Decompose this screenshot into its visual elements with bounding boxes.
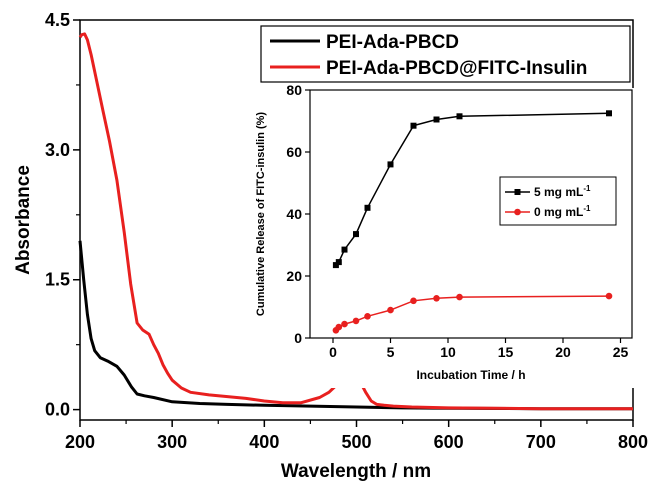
inset-legend-label-0mg: 0 mg mL-1 <box>534 204 591 219</box>
inset-line-5-mg-ml <box>335 112 610 266</box>
inset-point <box>335 259 342 266</box>
inset-point <box>433 295 440 302</box>
inset-legend-marker-0mg <box>514 208 521 216</box>
main-x-tick-label: 600 <box>434 432 464 452</box>
main-y-tick-label: 4.5 <box>45 10 70 30</box>
main-x-tick-label: 500 <box>341 432 371 452</box>
inset-y-tick-label: 80 <box>286 82 302 98</box>
inset-legend-label-5mg: 5 mg mL-1 <box>534 184 591 199</box>
inset-x-tick-label: 25 <box>613 344 629 360</box>
main-series-lines <box>78 32 633 411</box>
inset-point <box>341 246 348 253</box>
inset-x-tick-label: 15 <box>498 344 514 360</box>
inset-y-tick-label: 60 <box>286 144 302 160</box>
main-legend-frame <box>260 25 631 83</box>
main-x-tick-label: 400 <box>249 432 279 452</box>
main-x-tick-label: 200 <box>65 432 95 452</box>
inset-point <box>410 122 417 129</box>
inset-point <box>341 320 348 328</box>
main-x-tick-label: 300 <box>157 432 187 452</box>
inset-legend: 5 mg mL-1 0 mg mL-1 <box>499 176 617 226</box>
inset-x-tick-label: 20 <box>555 344 571 360</box>
inset-point <box>335 323 343 331</box>
legend-label-pei-ada-pbcd: PEI-Ada-PBCD <box>326 32 459 53</box>
main-x-axis-title: Wavelength / nm <box>281 461 431 482</box>
inset-series <box>332 110 613 334</box>
series-line-pei-ada-pbcd-fitc-insulin <box>78 32 633 411</box>
main-legend: PEI-Ada-PBCD PEI-Ada-PBCD@FITC-Insulin <box>260 25 631 83</box>
inset-x-axis: 0 5 10 15 20 25 <box>329 338 628 360</box>
inset-point <box>353 231 359 238</box>
inset-legend-label-0mg-text: 0 mg mL <box>534 205 583 219</box>
inset-y-tick-label: 20 <box>286 268 302 284</box>
inset-point <box>456 113 463 120</box>
inset-point <box>387 306 394 314</box>
inset-point <box>433 116 440 123</box>
main-x-tick-label: 800 <box>618 432 648 452</box>
inset-legend-frame <box>499 176 617 226</box>
inset-point <box>410 297 417 305</box>
inset-legend-label-5mg-text: 5 mg mL <box>534 185 583 199</box>
main-y-tick-label: 0.0 <box>45 400 70 420</box>
inset-point <box>364 313 371 320</box>
inset-legend-label-5mg-sup: -1 <box>583 184 591 193</box>
inset-point <box>364 204 371 211</box>
inset-y-axis: 0 20 40 60 80 <box>286 82 310 346</box>
inset-y-tick-label: 40 <box>286 206 302 222</box>
inset-point <box>605 292 613 300</box>
inset-y-axis-title: Cumulative Release of FITC-insulin (%) <box>255 112 267 316</box>
inset-point <box>352 317 360 325</box>
inset-x-tick-label: 0 <box>329 344 337 360</box>
main-y-tick-label: 1.5 <box>45 270 70 290</box>
main-x-axis: 200 300 400 500 600 700 800 <box>65 420 648 452</box>
main-x-tick-label: 700 <box>526 432 556 452</box>
inset-point <box>387 161 394 168</box>
inset-point <box>456 293 463 301</box>
inset-legend-label-0mg-sup: -1 <box>583 204 591 213</box>
main-y-axis-title: Absorbance <box>13 165 34 275</box>
inset-background <box>276 88 636 388</box>
inset-x-axis-title: Incubation Time / h <box>416 368 525 382</box>
main-y-axis: 0.0 1.5 3.0 4.5 <box>45 10 80 420</box>
main-y-tick-label: 3.0 <box>45 140 70 160</box>
inset-x-tick-label: 5 <box>387 344 395 360</box>
inset-y-tick-label: 0 <box>294 330 302 346</box>
inset-x-tick-label: 10 <box>440 344 456 360</box>
series-line-pei-ada-pbcd <box>78 240 633 411</box>
inset-point <box>606 110 612 117</box>
legend-label-pei-ada-pbcd-fitc-insulin: PEI-Ada-PBCD@FITC-Insulin <box>326 58 587 79</box>
inset-legend-marker-5mg <box>514 189 521 195</box>
